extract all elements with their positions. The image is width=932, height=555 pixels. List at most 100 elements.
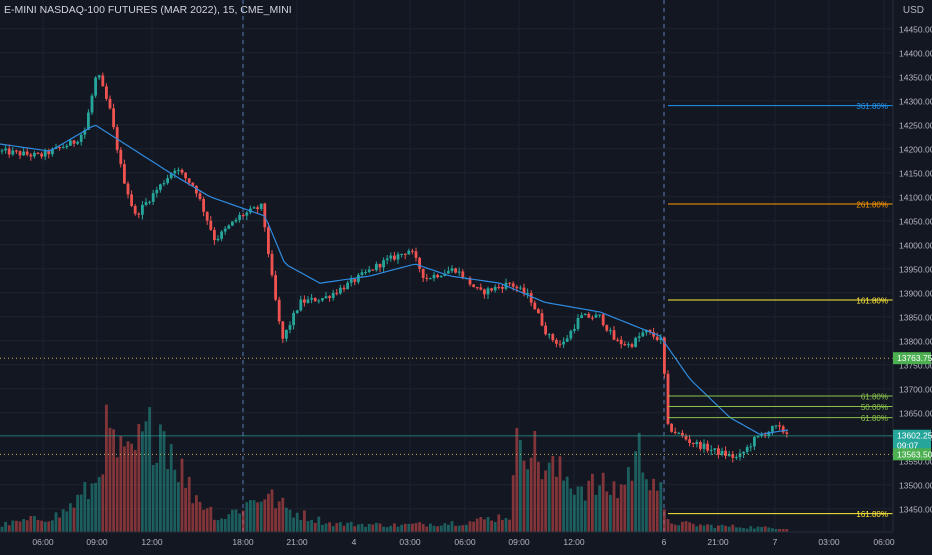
volume-bar xyxy=(11,520,15,532)
volume-bar xyxy=(630,480,634,532)
candle-body xyxy=(558,343,562,345)
candle-body xyxy=(673,431,677,433)
volume-bar xyxy=(454,525,457,532)
volume-bar xyxy=(706,524,709,532)
volume-bar xyxy=(547,462,551,532)
candle-body xyxy=(90,95,94,113)
candle-body xyxy=(259,203,263,209)
candle-body xyxy=(483,289,486,295)
candle-body xyxy=(785,432,789,434)
candle-body xyxy=(324,296,328,299)
fib-level-label: 461.80% xyxy=(856,0,888,1)
candle-body xyxy=(108,98,112,109)
candle-body xyxy=(522,287,526,294)
candle-body xyxy=(447,271,450,274)
candle-body xyxy=(756,435,760,438)
y-tick-label: 14100.00 xyxy=(899,192,932,202)
volume-bar xyxy=(310,519,313,532)
candle-body xyxy=(738,453,742,458)
volume-bar xyxy=(749,526,753,532)
volume-bar xyxy=(655,490,659,532)
candle-body xyxy=(15,150,18,152)
candle-body xyxy=(22,151,25,156)
candle-body xyxy=(303,299,306,303)
x-tick-label: 21:00 xyxy=(286,537,308,547)
candle-body xyxy=(256,207,259,209)
x-tick-label: 06:00 xyxy=(454,537,476,547)
candle-body xyxy=(213,229,216,241)
volume-bar xyxy=(177,482,180,532)
candle-body xyxy=(551,334,555,341)
volume-bar xyxy=(425,526,429,532)
candle-body xyxy=(544,325,547,335)
volume-bar xyxy=(252,500,256,532)
volume-bar xyxy=(594,494,598,532)
volume-bar xyxy=(616,498,619,532)
candle-body xyxy=(72,140,76,144)
candle-body xyxy=(396,254,400,260)
volume-bar xyxy=(457,525,461,532)
candle-body xyxy=(195,185,198,194)
candle-body xyxy=(713,448,717,450)
volume-bar xyxy=(216,520,220,532)
candle-body xyxy=(227,225,231,229)
volume-bar xyxy=(288,509,292,532)
candle-body xyxy=(688,439,691,443)
y-tick-label: 14200.00 xyxy=(899,144,932,154)
candle-body xyxy=(346,282,349,290)
volume-bar xyxy=(637,432,641,532)
candle-body xyxy=(76,141,79,144)
candle-body xyxy=(112,108,115,128)
candle-body xyxy=(745,447,749,452)
volume-bar xyxy=(558,456,562,532)
candle-body xyxy=(706,443,709,451)
candle-body xyxy=(421,268,425,278)
candle-body xyxy=(169,173,173,179)
volume-bar xyxy=(418,522,421,532)
candle-body xyxy=(573,328,576,331)
candle-body xyxy=(43,150,47,157)
candle-body xyxy=(605,325,609,331)
volume-bar xyxy=(155,462,159,532)
candle-body xyxy=(594,314,598,318)
volume-bar xyxy=(187,476,191,532)
volume-bar xyxy=(508,519,511,532)
candle-body xyxy=(184,172,187,179)
candle-body xyxy=(601,314,605,326)
y-tick-label: 14000.00 xyxy=(899,240,932,250)
candle-body xyxy=(537,309,540,314)
volume-bar xyxy=(47,521,51,532)
volume-bar xyxy=(313,522,317,532)
candle-body xyxy=(198,193,202,199)
candle-body xyxy=(731,454,735,458)
price-label: 13763.75 xyxy=(897,353,932,363)
candle-body xyxy=(205,211,209,221)
fib-level-label: 161.80% xyxy=(856,297,888,306)
volume-bar xyxy=(781,529,785,532)
volume-bar xyxy=(180,458,184,532)
volume-bar xyxy=(717,525,720,532)
fib-level-label: 61.80% xyxy=(861,414,888,423)
volume-bar xyxy=(735,527,738,532)
candle-body xyxy=(40,153,43,157)
volume-bar xyxy=(612,481,616,532)
volume-bar xyxy=(511,475,515,532)
volume-bar xyxy=(742,528,745,532)
candle-body xyxy=(47,150,51,155)
candle-body xyxy=(720,450,724,455)
volume-bar xyxy=(519,440,522,532)
candle-body xyxy=(432,274,436,279)
candle-body xyxy=(529,293,533,303)
y-tick-label: 14450.00 xyxy=(899,24,932,34)
candle-body xyxy=(277,299,281,322)
volume-bar xyxy=(173,469,177,532)
candle-body xyxy=(407,250,411,255)
candle-body xyxy=(771,425,774,432)
volume-bar xyxy=(267,493,270,532)
volume-bar xyxy=(396,526,400,532)
candle-body xyxy=(619,339,623,345)
volume-bar xyxy=(72,507,76,532)
candle-body xyxy=(245,212,249,216)
